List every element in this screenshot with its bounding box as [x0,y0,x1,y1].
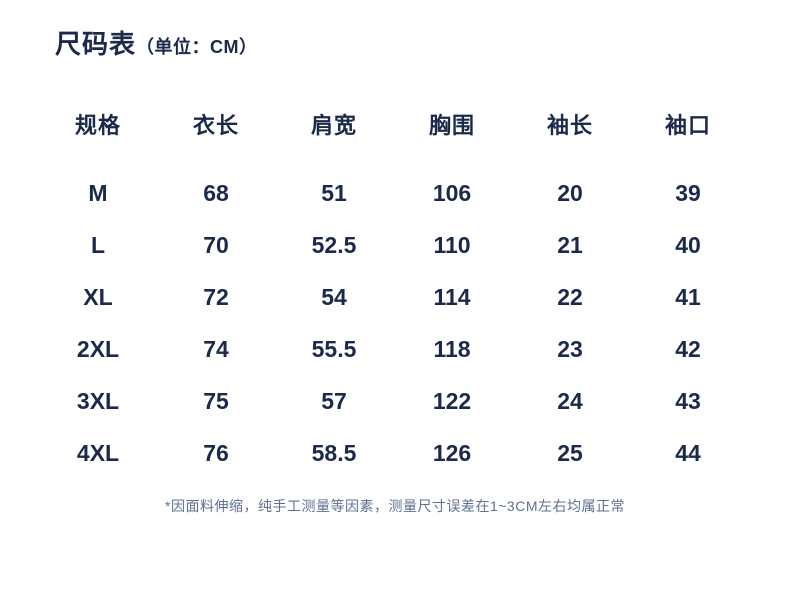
title-unit-label: （单位：CM） [136,37,258,57]
table-row-3xl: 3XL 75 57 122 24 43 [39,375,747,427]
table-cell: 110 [433,231,471,258]
table-cell: 41 [675,283,701,310]
table-cell: 74 [203,335,229,362]
table-cell: 22 [557,283,583,310]
column-header-shoulder-width: 肩宽 [310,113,357,138]
table-cell: 118 [433,335,471,362]
table-cell: 126 [432,439,472,466]
table-cell: 122 [432,387,472,414]
table-cell: 68 [203,179,229,206]
size-label: 4XL [76,439,120,466]
table-cell: 21 [557,231,583,258]
table-cell: 106 [432,179,472,206]
size-label: XL [83,283,113,310]
table-row-4xl: 4XL 76 58.5 126 25 44 [39,427,747,479]
size-table: 规格 衣长 肩宽 胸围 袖长 袖口 M 68 51 106 20 39 L 70… [39,111,747,479]
table-cell: 25 [557,439,583,466]
table-cell: 20 [557,179,583,206]
table-cell: 58.5 [311,439,357,466]
column-header-chest: 胸围 [428,113,475,138]
column-header-sleeve-length: 袖长 [546,113,593,138]
table-cell: 43 [675,387,701,414]
column-header-spec: 规格 [74,113,121,138]
table-cell: 55.5 [311,335,357,362]
table-cell: 23 [557,335,583,362]
title-text: 尺码表 [55,29,137,59]
measurement-disclaimer-note: *因面料伸缩，纯手工测量等因素，测量尺寸误差在1~3CM左右均属正常 [165,498,625,514]
table-cell: 24 [557,387,583,414]
table-cell: 114 [433,283,471,310]
table-cell: 75 [203,387,229,414]
table-cell: 76 [203,439,229,466]
table-cell: 39 [675,179,701,206]
column-header-cuff: 袖口 [664,113,711,138]
table-cell: 57 [321,387,347,414]
table-cell: 72 [203,283,229,310]
table-row-xl: XL 72 54 114 22 41 [39,271,747,323]
size-label: L [90,231,106,258]
page-title: 尺码表（单位：CM） [55,24,258,61]
table-cell: 42 [675,335,701,362]
table-cell: 51 [321,179,347,206]
size-label: 2XL [76,335,120,362]
size-label: 3XL [76,387,120,414]
table-header-row: 规格 衣长 肩宽 胸围 袖长 袖口 [39,111,747,138]
table-row-m: M 68 51 106 20 39 [39,167,747,219]
table-row-2xl: 2XL 74 55.5 118 23 42 [39,323,747,375]
table-cell: 70 [203,231,229,258]
size-label: M [88,179,108,206]
table-cell: 40 [675,231,701,258]
table-cell: 54 [321,283,347,310]
table-row-l: L 70 52.5 110 21 40 [39,219,747,271]
column-header-garment-length: 衣长 [192,113,239,138]
table-cell: 44 [675,439,701,466]
table-cell: 52.5 [311,231,357,258]
